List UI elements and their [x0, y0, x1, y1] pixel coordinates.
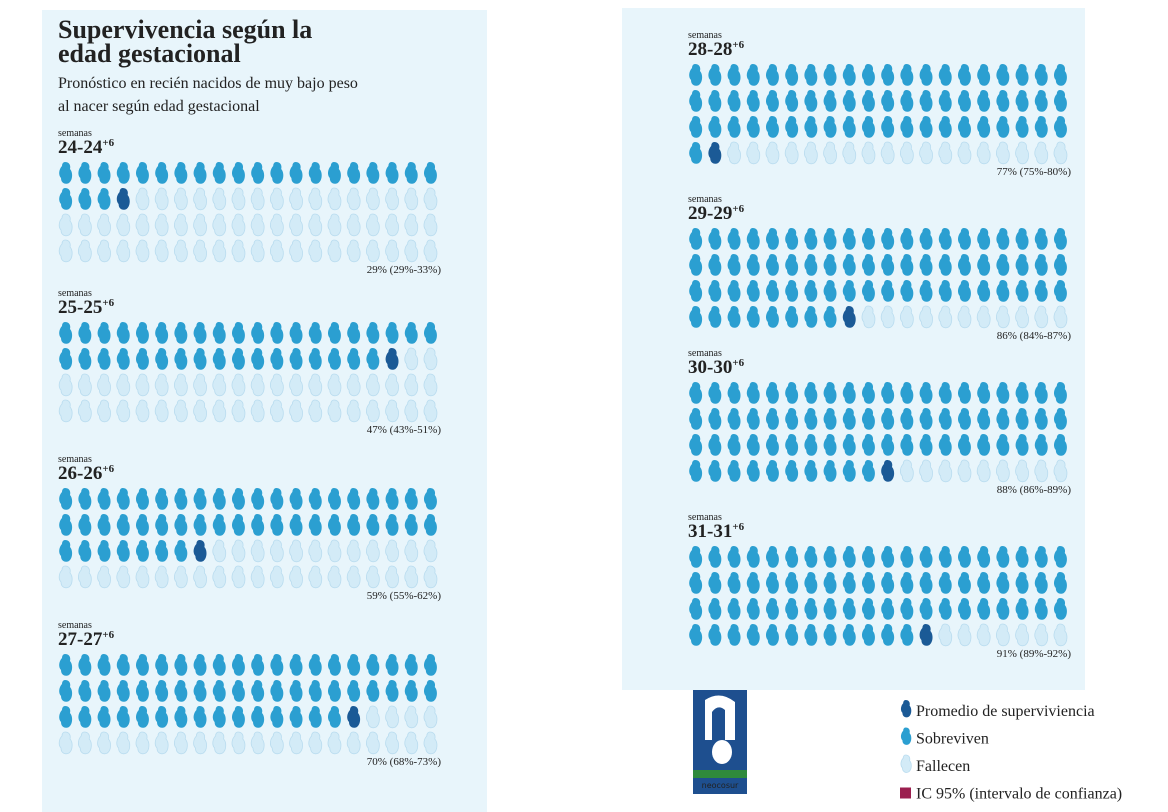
logo: neocosur [693, 690, 747, 794]
legend-swatch [900, 788, 911, 799]
panel-label-sup: +6 [102, 463, 114, 475]
value-label: 86% (84%-87%) [997, 330, 1072, 342]
legend-label: Sobreviven [916, 731, 989, 748]
chart: Supervivencia según laedad gestacional P… [0, 0, 1168, 812]
value-label: 91% (89%-92%) [997, 648, 1072, 660]
panel-label-text: 30-30 [688, 357, 732, 378]
legend-label: IC 95% (intervalo de confianza) [916, 786, 1122, 803]
value-label: 29% (29%-33%) [367, 264, 442, 276]
legend-label: Promedio de superviviencia [916, 703, 1095, 720]
panel-label-sup: +6 [102, 137, 114, 149]
legend-swatch [901, 728, 911, 745]
panel-label-sup: +6 [732, 203, 744, 215]
panel-label-text: 25-25 [58, 297, 102, 318]
value-label: 88% (86%-89%) [997, 484, 1072, 496]
panel-label-sup: +6 [732, 357, 744, 369]
panel-label-sup: +6 [102, 297, 114, 309]
value-label: 70% (68%-73%) [367, 756, 442, 768]
panel-label-text: 31-31 [688, 521, 732, 542]
legend-swatch [901, 700, 911, 717]
logo-text: neocosur [702, 781, 739, 790]
legend-swatch [901, 755, 911, 772]
panel-label-text: 27-27 [58, 629, 103, 650]
value-label: 47% (43%-51%) [367, 424, 442, 436]
page: {"chart_data": { "type": "pictogram", "t… [0, 0, 1168, 812]
panel-label-text: 29-29 [688, 203, 732, 224]
panel-label-text: 24-24 [58, 137, 103, 158]
value-label: 59% (55%-62%) [367, 590, 442, 602]
panel-label-sup: +6 [732, 39, 744, 51]
panel-label-text: 28-28 [688, 39, 732, 60]
panel-label-sup: +6 [102, 629, 114, 641]
value-label: 77% (75%-80%) [997, 166, 1072, 178]
panel-label-text: 26-26 [58, 463, 102, 484]
legend-label: Fallecen [916, 758, 970, 775]
panel-label-sup: +6 [732, 521, 744, 533]
